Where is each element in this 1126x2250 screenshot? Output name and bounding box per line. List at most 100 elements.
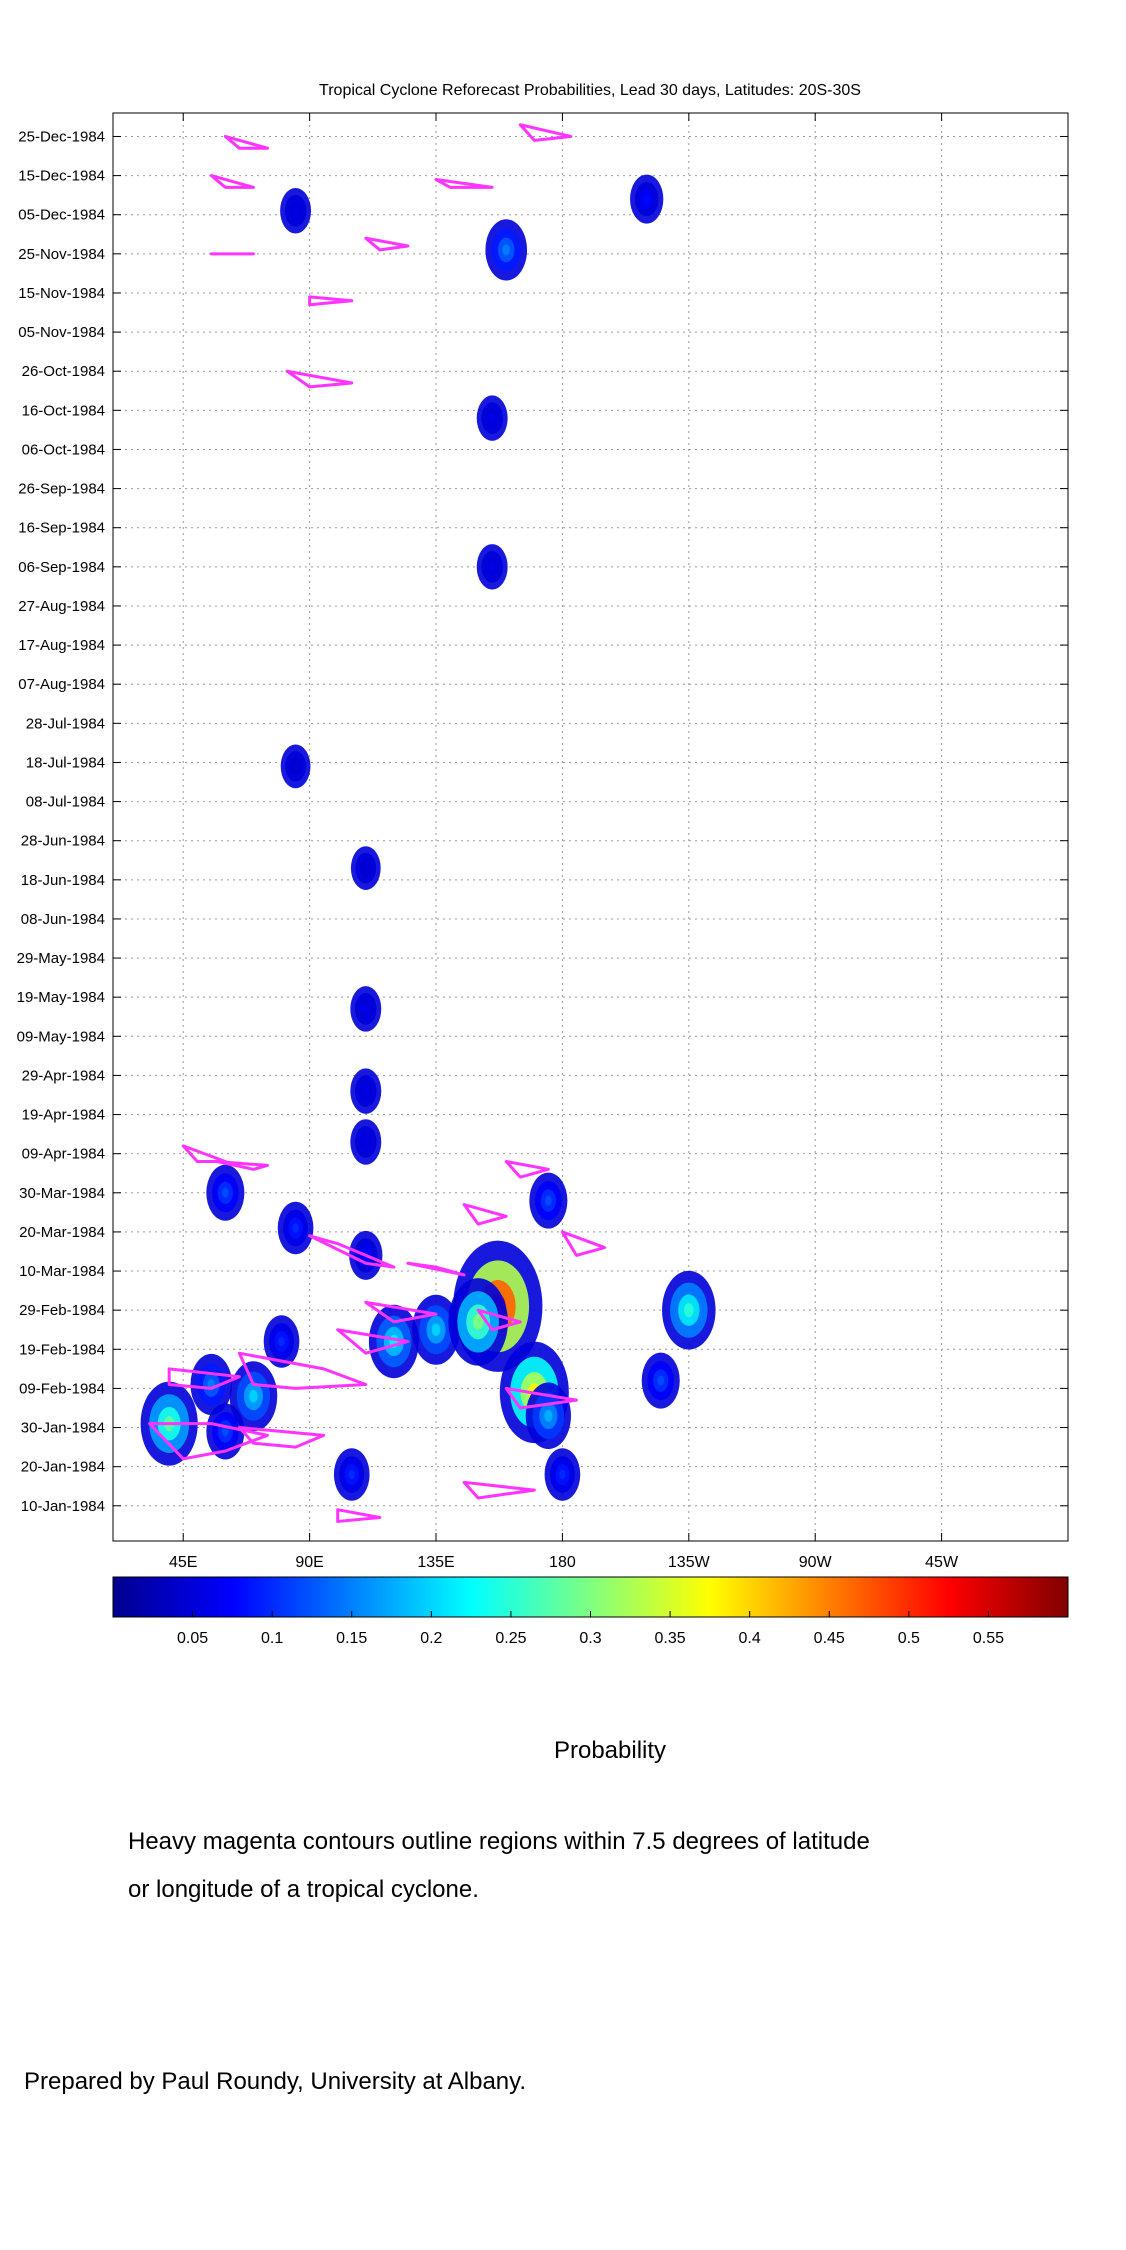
y-tick-label: 10-Jan-1984 (21, 1498, 105, 1515)
y-tick-label: 30-Jan-1984 (21, 1420, 105, 1437)
y-tick-label: 05-Nov-1984 (18, 324, 105, 341)
colorbar-ticks: 0.05 0.1 0.15 0.2 0.25 0.3 0.35 0.4 0.45 0.5 0.55 (177, 1611, 1004, 1647)
y-tick-label: 26-Sep-1984 (18, 481, 105, 498)
cyclone-contour (285, 369, 354, 389)
y-tick-label: 30-Mar-1984 (19, 1185, 105, 1202)
y-tick-label: 20-Jan-1984 (21, 1459, 105, 1476)
y-tick-label: 29-Feb-1984 (19, 1302, 105, 1319)
cyclone-contour (336, 1328, 410, 1355)
credit-text: Prepared by Paul Roundy, University at A… (24, 2068, 527, 2095)
x-tick-label: 45W (925, 1554, 959, 1571)
plot-frame (112, 112, 1069, 1542)
cyclone-contour (223, 134, 269, 150)
probability-blob (489, 414, 495, 423)
probability-blob (502, 244, 510, 256)
cyclone-contour (237, 1351, 368, 1390)
x-tick-label: 135W (668, 1554, 711, 1571)
probability-blob (431, 1323, 441, 1337)
colorbar-tick-label: 0.25 (495, 1630, 526, 1647)
probability-blob (643, 194, 650, 204)
y-tick-label: 25-Nov-1984 (18, 246, 105, 263)
cyclone-contour (462, 1480, 536, 1500)
y-tick-label: 20-Mar-1984 (19, 1224, 105, 1241)
probability-blob (221, 1187, 229, 1198)
colorbar-tick-label: 0.4 (739, 1630, 761, 1647)
colorbar-tick-label: 0.5 (898, 1630, 920, 1647)
cyclone-contour (504, 1386, 578, 1410)
colorbar-label: Probability (554, 1737, 666, 1764)
probability-blob (348, 1469, 355, 1480)
y-tick-label: 15-Dec-1984 (18, 168, 105, 185)
cyclone-contour (181, 1144, 227, 1164)
cyclone-contour (209, 174, 255, 189)
caption-line-2: or longitude of a tropical cyclone. (128, 1876, 479, 1903)
probability-blob (683, 1303, 694, 1318)
y-axis: 10-Jan-1984 20-Jan-1984 30-Jan-1984 09-Feb-… (17, 128, 1068, 1515)
colorbar (112, 1576, 1069, 1618)
cyclone-contour (336, 1508, 382, 1523)
cyclone-contour (462, 1203, 508, 1226)
probability-blob (363, 1086, 369, 1096)
y-tick-label: 15-Nov-1984 (18, 285, 105, 302)
cyclone-contours (148, 123, 607, 1523)
probability-blob (363, 1137, 369, 1147)
y-tick-label: 19-Feb-1984 (19, 1341, 105, 1358)
cyclone-contour (476, 1308, 522, 1332)
probability-blob (292, 1223, 299, 1233)
x-tick-label: 90W (799, 1554, 833, 1571)
gridlines (113, 113, 1068, 1541)
cyclone-contour (167, 1367, 241, 1390)
cyclone-contour (148, 1422, 269, 1461)
probability-blob (363, 864, 369, 873)
colorbar-tick-label: 0.1 (261, 1630, 283, 1647)
y-tick-label: 18-Jun-1984 (21, 872, 105, 889)
y-tick-label: 28-Jul-1984 (26, 715, 105, 732)
colorbar-tick-label: 0.05 (177, 1630, 208, 1647)
probability-blob (292, 762, 299, 771)
y-tick-label: 10-Mar-1984 (19, 1263, 105, 1280)
y-tick-label: 06-Sep-1984 (18, 559, 105, 576)
y-tick-label: 05-Dec-1984 (18, 207, 105, 224)
cyclone-contour (406, 1261, 466, 1277)
y-tick-label: 16-Sep-1984 (18, 520, 105, 537)
probability-blob (249, 1389, 258, 1403)
cyclone-contour (518, 123, 573, 142)
y-tick-label: 28-Jun-1984 (21, 833, 105, 850)
x-tick-label: 135E (417, 1554, 454, 1571)
y-tick-label: 17-Aug-1984 (18, 637, 105, 654)
y-tick-label: 06-Oct-1984 (22, 441, 105, 458)
colorbar-tick-label: 0.2 (420, 1630, 442, 1647)
x-axis: 45E 90E 135E 180 135W 90W 45W (169, 113, 959, 1571)
probability-blob (472, 1314, 484, 1330)
probability-blob (278, 1336, 285, 1347)
y-tick-label: 27-Aug-1984 (18, 598, 105, 615)
cyclone-contour (560, 1230, 607, 1257)
probability-blob (544, 1195, 552, 1206)
probability-blob (363, 1004, 369, 1014)
probability-blob (489, 562, 495, 571)
cyclone-contour (364, 236, 410, 252)
cyclone-contour (504, 1160, 550, 1179)
y-tick-label: 09-May-1984 (17, 1028, 105, 1045)
probability-blob (657, 1375, 665, 1386)
x-tick-label: 90E (295, 1554, 323, 1571)
y-tick-label: 09-Apr-1984 (22, 1146, 105, 1163)
y-tick-label: 09-Feb-1984 (19, 1380, 105, 1397)
y-tick-label: 08-Jun-1984 (21, 911, 105, 928)
colorbar-tick-label: 0.15 (336, 1630, 367, 1647)
probability-blob (544, 1409, 553, 1422)
probability-blob (292, 206, 299, 215)
y-tick-label: 18-Jul-1984 (26, 754, 105, 771)
probability-blob (221, 1426, 229, 1437)
cyclone-contour (237, 1426, 326, 1449)
colorbar-tick-label: 0.3 (579, 1630, 601, 1647)
cyclone-contour (308, 295, 354, 307)
y-tick-label: 29-May-1984 (17, 950, 105, 967)
probability-blob (559, 1469, 566, 1480)
y-tick-label: 07-Aug-1984 (18, 676, 105, 693)
y-tick-label: 16-Oct-1984 (22, 402, 105, 419)
chart-title: Tropical Cyclone Reforecast Probabilitie… (319, 82, 861, 99)
y-tick-label: 08-Jul-1984 (26, 794, 105, 811)
colorbar-tick-label: 0.45 (814, 1630, 845, 1647)
